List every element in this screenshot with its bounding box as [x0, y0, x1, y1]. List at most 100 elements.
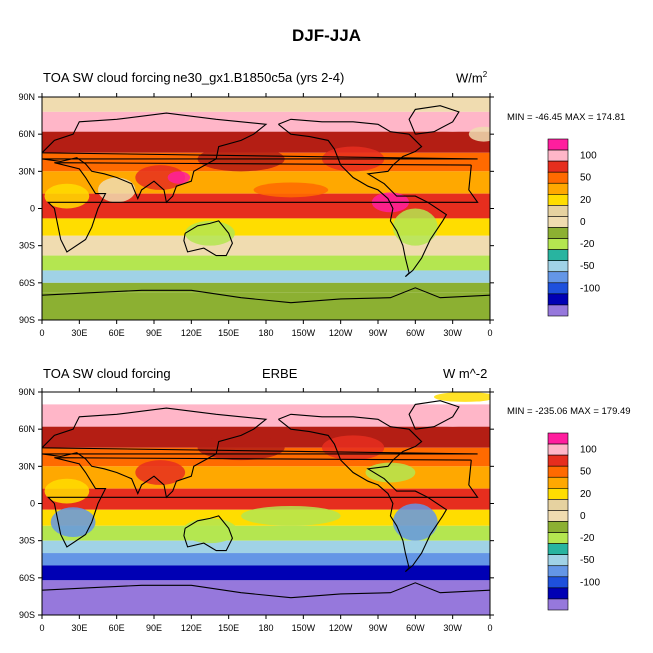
colorbar-swatch [547, 138, 569, 151]
colorbar-swatch [547, 293, 569, 306]
x-tick-label: 90E [146, 328, 162, 338]
x-tick-label: 60W [406, 328, 425, 338]
colorbar-swatch [547, 432, 569, 445]
x-tick-label: 120E [181, 328, 202, 338]
panel1-field [42, 97, 490, 320]
colorbar-swatch [547, 565, 569, 578]
coastline [46, 457, 479, 548]
panel2-stats: MIN = -235.06 MAX = 179.49 [507, 406, 631, 417]
panel1-contour-region [185, 220, 235, 246]
colorbar-label: 20 [580, 489, 592, 500]
panel1-map: 0 30E 60E 90E 120E 150E 180 150W 120W 90W 60W 30W 09… [18, 92, 494, 338]
colorbar-swatch [547, 443, 569, 456]
panel2-contour-region [392, 503, 438, 541]
colorbar-label: 50 [580, 467, 592, 478]
panel1-contour-region [392, 208, 438, 246]
x-tick-label: 30E [71, 623, 87, 633]
panel1-band [42, 292, 490, 320]
panel2-units-text: W m^-2 [443, 366, 488, 381]
panel2-contour-region [365, 462, 416, 483]
colorbar-swatch [547, 216, 569, 228]
panel1-contour-region [468, 126, 490, 142]
y-tick-label: 30N [18, 166, 35, 176]
colorbar-swatch [547, 499, 569, 511]
coastline [408, 400, 460, 430]
colorbar-label: 50 [580, 173, 592, 184]
colorbar-swatch [547, 282, 569, 295]
x-tick-label: 90E [146, 623, 162, 633]
x-tick-label: 150W [292, 623, 316, 633]
panel1-contour-region [167, 171, 191, 184]
y-tick-label: 90S [19, 315, 35, 325]
y-tick-label: 60N [18, 129, 35, 139]
panel1-band [42, 235, 490, 256]
x-tick-label: 180 [258, 623, 273, 633]
x-tick-label: 60W [406, 623, 425, 633]
coastline [278, 123, 410, 277]
y-tick-label: 60S [19, 573, 35, 583]
y-tick-label: 90S [19, 610, 35, 620]
colorbar-label: 0 [580, 217, 586, 228]
y-tick-label: 90N [18, 92, 35, 102]
panel1-title-left: TOA SW cloud forcing [43, 70, 171, 85]
page-title: DJF-JJA [292, 26, 361, 45]
colorbar-label: -20 [580, 533, 595, 544]
panel2-band [42, 553, 490, 566]
panel2-colorbar: 100 50 20 0 -20 -50 -100 [547, 432, 600, 611]
x-tick-label: 30W [443, 623, 462, 633]
coastline [42, 112, 478, 204]
coastline [278, 118, 448, 278]
panel1-band [42, 255, 490, 271]
panel2-band [42, 488, 490, 510]
colorbar-swatch [547, 205, 569, 217]
colorbar-swatch [547, 521, 569, 533]
x-tick-label: 120E [181, 623, 202, 633]
panel2-band [42, 466, 490, 489]
y-tick-label: 60N [18, 424, 35, 434]
colorbar-label: -50 [580, 555, 595, 566]
colorbar-swatch [547, 171, 569, 184]
coastline [42, 407, 478, 499]
panel1-contour-region [98, 177, 136, 203]
x-tick-label: 120W [329, 328, 353, 338]
colorbar-swatch [547, 454, 569, 467]
panel2-title-center: ERBE [262, 366, 298, 381]
colorbar-swatch [547, 249, 569, 261]
coastline [46, 162, 479, 253]
panel2-contour-region [434, 392, 490, 402]
panel1-band [42, 282, 490, 293]
coastline [183, 515, 233, 552]
panel1-units-sup: 2 [482, 70, 488, 79]
coastline [42, 287, 490, 304]
colorbar-label: -50 [580, 261, 595, 272]
panel1-units: W/m2 [456, 70, 487, 85]
colorbar-label: 100 [580, 151, 597, 162]
colorbar-swatch [547, 227, 569, 239]
panel2-band [42, 540, 490, 554]
colorbar-label: -20 [580, 239, 595, 250]
colorbar-swatch [547, 598, 569, 611]
colorbar-swatch [547, 238, 569, 250]
panel2-band [42, 525, 490, 541]
colorbar-swatch [547, 587, 569, 600]
colorbar-label: -100 [580, 577, 600, 588]
y-tick-label: 30S [19, 536, 35, 546]
colorbar-swatch [547, 160, 569, 173]
panel2-band [42, 565, 490, 581]
colorbar-swatch [547, 488, 569, 500]
panel1-band [42, 131, 490, 153]
panel1-stats: MIN = -46.45 MAX = 174.81 [507, 112, 626, 123]
x-tick-label: 30W [443, 328, 462, 338]
x-tick-label: 60E [109, 328, 125, 338]
x-tick-label: 120W [329, 623, 353, 633]
colorbar-swatch [547, 465, 569, 478]
x-tick-label: 180 [258, 328, 273, 338]
y-tick-label: 30S [19, 241, 35, 251]
colorbar-swatch [547, 510, 569, 522]
x-tick-label: 90W [369, 328, 388, 338]
y-tick-label: 30N [18, 461, 35, 471]
colorbar-label: 100 [580, 445, 597, 456]
panel2-contour-region [241, 505, 341, 526]
panel2-contour-region [135, 460, 186, 485]
